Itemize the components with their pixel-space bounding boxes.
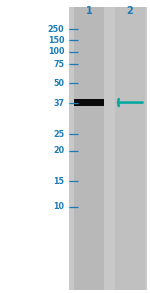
Bar [69, 7, 147, 290]
Bar [74, 7, 104, 290]
Text: 150: 150 [48, 36, 64, 45]
Bar [74, 99, 104, 106]
Text: 250: 250 [48, 25, 64, 34]
Text: 10: 10 [54, 202, 64, 211]
Text: 50: 50 [54, 79, 64, 88]
Text: 15: 15 [54, 177, 64, 185]
Text: 20: 20 [53, 146, 64, 155]
Text: 2: 2 [126, 6, 133, 16]
Text: 1: 1 [86, 6, 93, 16]
Text: 25: 25 [53, 130, 64, 139]
Text: 100: 100 [48, 47, 64, 56]
Text: 37: 37 [54, 99, 64, 108]
Text: 75: 75 [54, 60, 64, 69]
Bar [115, 7, 145, 290]
